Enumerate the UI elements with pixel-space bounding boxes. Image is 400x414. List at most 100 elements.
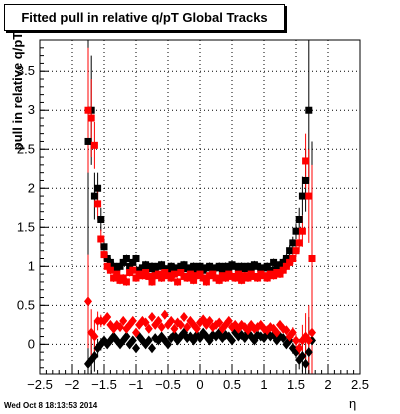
diamond-marker bbox=[301, 358, 310, 369]
square-marker bbox=[238, 276, 246, 284]
square-marker bbox=[148, 278, 156, 286]
square-marker bbox=[129, 258, 137, 266]
diamond-marker bbox=[90, 351, 99, 362]
square-marker bbox=[142, 269, 150, 277]
square-marker bbox=[170, 270, 178, 278]
square-marker bbox=[158, 274, 166, 282]
square-marker bbox=[186, 270, 194, 278]
square-marker bbox=[190, 276, 198, 284]
x-tick-label: 1.5 bbox=[287, 377, 305, 392]
diamond-marker bbox=[304, 347, 313, 358]
y-tick-label: 3.5 bbox=[17, 63, 35, 78]
diamond-marker bbox=[176, 319, 185, 330]
square-marker bbox=[279, 258, 287, 266]
square-marker bbox=[292, 227, 300, 235]
y-tick-label: 0 bbox=[28, 336, 35, 351]
diamond-marker bbox=[192, 323, 201, 334]
square-marker bbox=[222, 274, 230, 282]
y-axis-label: pull in relative q/pT bbox=[10, 31, 25, 151]
square-marker bbox=[154, 270, 162, 278]
square-marker bbox=[289, 255, 297, 263]
diamond-marker bbox=[180, 312, 188, 323]
square-marker bbox=[234, 270, 242, 278]
x-tick-label: 2.5 bbox=[351, 377, 369, 392]
square-marker bbox=[119, 274, 127, 282]
square-marker bbox=[148, 262, 156, 270]
square-marker bbox=[122, 255, 130, 263]
square-marker bbox=[151, 266, 159, 274]
y-tick-label: 0.5 bbox=[17, 297, 35, 312]
square-marker bbox=[196, 270, 204, 278]
diamond-marker bbox=[116, 322, 124, 333]
diamond-marker bbox=[84, 296, 92, 307]
diamond-marker bbox=[132, 327, 140, 338]
diamond-marker bbox=[272, 327, 281, 338]
square-marker bbox=[100, 251, 108, 259]
square-marker bbox=[231, 274, 239, 282]
diamond-marker bbox=[205, 315, 214, 326]
chart-title-box: Fitted pull in relative q/pT Global Trac… bbox=[4, 4, 285, 31]
diamond-marker bbox=[128, 315, 137, 326]
square-marker bbox=[90, 192, 98, 200]
square-marker bbox=[122, 278, 130, 286]
square-marker bbox=[305, 192, 313, 200]
diamond-marker bbox=[164, 339, 172, 350]
diamond-marker bbox=[132, 343, 140, 354]
square-marker bbox=[158, 261, 166, 269]
square-marker bbox=[308, 255, 316, 263]
square-marker bbox=[298, 227, 306, 235]
square-marker bbox=[106, 266, 114, 274]
square-marker bbox=[113, 270, 121, 278]
timestamp: Wed Oct 8 18:13:53 2014 bbox=[4, 401, 98, 410]
diamond-marker bbox=[224, 315, 233, 326]
square-marker bbox=[97, 215, 105, 223]
square-marker bbox=[302, 157, 310, 165]
diamond-marker bbox=[119, 315, 128, 326]
diamond-marker bbox=[282, 325, 291, 336]
square-marker bbox=[126, 262, 134, 270]
square-marker bbox=[87, 114, 95, 122]
square-marker bbox=[84, 137, 92, 145]
square-marker bbox=[215, 262, 223, 270]
diamond-marker bbox=[298, 351, 307, 362]
x-tick-label: 1 bbox=[260, 377, 267, 392]
square-marker bbox=[106, 258, 114, 266]
square-marker bbox=[298, 192, 306, 200]
square-marker bbox=[276, 270, 284, 278]
x-tick-label: 0.5 bbox=[223, 377, 241, 392]
square-marker bbox=[254, 274, 262, 282]
y-tick-label: 2 bbox=[28, 180, 35, 195]
diamond-marker bbox=[167, 315, 176, 326]
square-marker bbox=[286, 258, 294, 266]
square-marker bbox=[295, 239, 303, 247]
square-marker bbox=[116, 262, 124, 270]
diamond-marker bbox=[160, 309, 169, 320]
x-tick-label: −0.5 bbox=[155, 377, 181, 392]
y-tick-label: 2.5 bbox=[17, 141, 35, 156]
square-marker bbox=[218, 266, 226, 274]
square-marker bbox=[100, 243, 108, 251]
diamond-marker bbox=[90, 331, 99, 342]
diamond-marker bbox=[103, 312, 112, 323]
square-marker bbox=[129, 266, 137, 274]
diamond-marker bbox=[157, 322, 166, 333]
square-marker bbox=[295, 215, 303, 223]
square-marker bbox=[94, 184, 102, 192]
diamond-marker bbox=[148, 312, 156, 323]
diamond-marker bbox=[288, 327, 297, 338]
square-marker bbox=[202, 278, 210, 286]
square-marker bbox=[215, 276, 223, 284]
diamond-marker bbox=[292, 335, 300, 346]
diamond-marker bbox=[228, 335, 236, 346]
chart-title: Fitted pull in relative q/pT Global Trac… bbox=[21, 10, 268, 25]
square-marker bbox=[266, 266, 274, 274]
square-marker bbox=[103, 262, 111, 270]
square-marker bbox=[177, 269, 185, 277]
square-marker bbox=[90, 141, 98, 149]
x-tick-label: −1.5 bbox=[91, 377, 117, 392]
diamond-marker bbox=[141, 317, 150, 328]
diamond-marker bbox=[170, 323, 179, 334]
diamond-marker bbox=[215, 317, 224, 328]
square-marker bbox=[174, 278, 182, 286]
